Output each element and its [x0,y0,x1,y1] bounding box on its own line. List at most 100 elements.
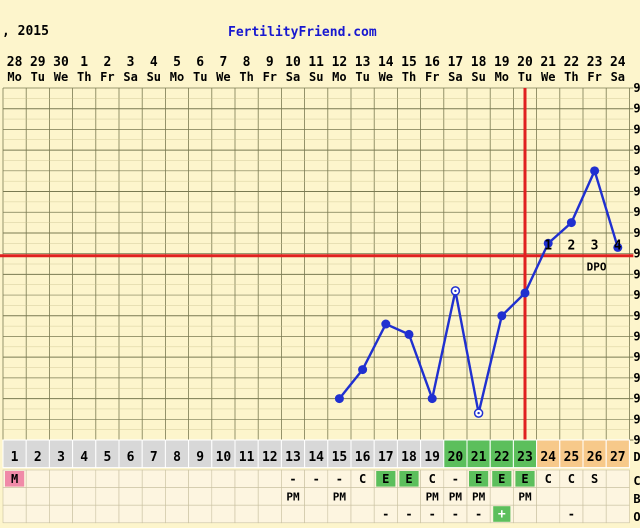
weekday-label: Th [239,70,253,84]
opk-value: + [498,507,506,522]
cycle-day-label: 1 [11,450,19,465]
weekday-label: Su [471,70,485,84]
cm-value: E [382,472,389,486]
temperature-point[interactable] [566,218,576,228]
cm-value: C [568,472,575,486]
row-cell [49,469,73,488]
temperature-point[interactable] [427,394,437,404]
menses-cell [5,471,25,487]
weekday-label: Tu [31,70,45,84]
cm-cell-egg-white [399,471,419,487]
date-label: 8 [243,55,251,70]
weekday-label: Th [77,70,91,84]
row-cell [257,487,282,506]
cycle-day-label: 3 [57,450,65,465]
cycle-day-label: 11 [239,450,255,465]
menses-value: M [11,472,18,486]
y-tick-label: 9 [633,164,640,178]
pm-value: PM [286,491,300,504]
pm-value: PM [449,491,463,504]
cm-value: S [591,472,598,486]
y-tick-label: 9 [633,185,640,199]
row-label: O [633,510,640,524]
row-cell [211,504,236,524]
y-tick-label: 9 [633,350,640,364]
row-cell [350,504,375,524]
temperature-point[interactable] [381,319,391,329]
row-cell [582,487,607,506]
date-label: 12 [332,55,348,70]
cycle-day-label: 12 [262,450,278,465]
cycle-day-label: 7 [150,450,158,465]
weekday-label: Mo [332,70,346,84]
dpo-number: 2 [567,239,575,254]
date-label: 21 [540,55,556,70]
temperature-point-open-center [477,411,480,415]
date-label: 22 [564,55,580,70]
weekday-label: We [216,70,230,84]
row-cell [188,504,213,524]
date-label: 2 [103,55,111,70]
dpo-label: DPO [587,261,607,274]
temperature-point[interactable] [334,394,344,404]
chart-header: , 2015 FertilityFriend.com [2,24,377,40]
y-tick-label: 9 [633,392,640,406]
row-cell [25,469,50,488]
cycle-day-label: 24 [540,450,556,465]
temperature-point[interactable] [613,242,623,252]
row-cell [605,487,630,506]
cm-cell-egg-white [492,471,512,487]
date-label: 9 [266,55,274,70]
temperature-point[interactable] [543,238,553,248]
cycle-day-cell [605,439,630,469]
row-cell [72,487,97,506]
cm-value: E [475,472,482,486]
site-name[interactable]: FertilityFriend.com [228,25,377,40]
date-label: 3 [127,55,135,70]
row-cell [536,487,561,506]
date-labels: 28Mo29Tu30We1Th2Fr3Sa4Su5Mo6Tu7We8Th9Fr1… [7,55,626,84]
pm-value: PM [426,491,440,504]
y-tick-label: 9 [633,371,640,385]
dpo-number: 1 [544,239,552,254]
temperature-point-open-center [454,289,457,293]
y-tick-label: 9 [633,102,640,116]
row-cell [605,469,630,488]
row-cell [559,487,584,506]
weekday-label: Tu [518,70,532,84]
row-cell [72,469,97,488]
cycle-day-label: 15 [332,450,348,465]
row-cell [141,469,166,488]
temperature-point[interactable] [404,329,414,339]
temperature-point[interactable] [358,365,368,375]
row-cell [165,469,189,488]
date-label: 15 [401,55,417,70]
date-label: 5 [173,55,181,70]
row-cell [605,504,630,524]
weekday-label: Fr [263,70,277,84]
temperature-point[interactable] [520,288,530,298]
date-label: 11 [308,55,324,70]
pm-value: PM [472,491,486,504]
temperature-point[interactable] [497,311,507,321]
cm-value: - [336,472,343,486]
dpo-labels: 1 2 3 4 DPO [544,239,622,274]
row-cell [49,504,73,524]
row-cell [350,487,375,506]
y-tick-label: 9 [633,329,640,343]
cycle-day-label: 16 [355,450,371,465]
weekday-label: Mo [495,70,509,84]
weekday-label: Su [309,70,323,84]
date-label: 18 [471,55,487,70]
row-cell [25,487,50,506]
row-cell [304,487,329,506]
temperature-point[interactable] [590,166,600,176]
weekday-label: We [541,70,555,84]
row-cell [118,469,143,488]
y-tick-label: 9 [633,122,640,136]
weekday-label: Tu [193,70,207,84]
cm-cell-egg-white [515,471,535,487]
cm-value: C [545,472,552,486]
row-cell [165,487,189,506]
